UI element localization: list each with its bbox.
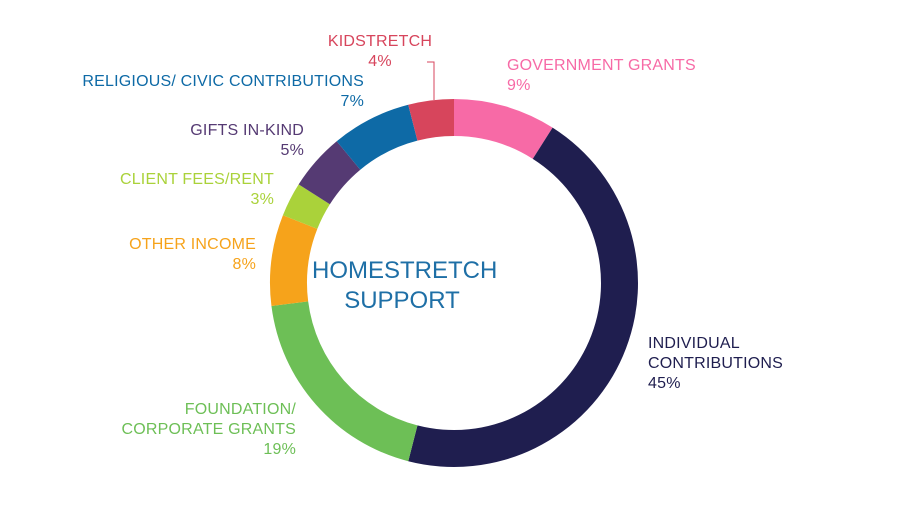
slice-label-government: GOVERNMENT GRANTS 9% (507, 56, 696, 96)
chart-title: HOMESTRETCH SUPPORT (312, 256, 498, 316)
slice-name-foundation-2: CORPORATE GRANTS (121, 421, 296, 438)
chart-title-line-1: HOMESTRETCH (312, 257, 498, 284)
slice-name-other: OTHER INCOME (129, 236, 256, 253)
slice-label-gifts: GIFTS IN-KIND 5% (90, 121, 304, 161)
kidstretch-leader-line (427, 61, 435, 100)
slice-pct-individual: 45% (648, 375, 681, 392)
slice-label-foundation: FOUNDATION/ CORPORATE GRANTS 19% (60, 400, 296, 460)
slice-individual (408, 127, 638, 467)
slice-gifts (298, 141, 361, 205)
slice-client (282, 184, 330, 229)
slice-other (269, 215, 318, 307)
chart-title-line-2: SUPPORT (344, 287, 460, 314)
slice-label-religious: RELIGIOUS/ CIVIC CONTRIBUTIONS 7% (40, 72, 364, 112)
slice-name-religious: RELIGIOUS/ CIVIC CONTRIBUTIONS (82, 73, 364, 90)
slice-religious (336, 104, 418, 170)
slice-name-government: GOVERNMENT GRANTS (507, 57, 696, 74)
slice-kidstretch (408, 99, 454, 141)
slice-name-kidstretch: KIDSTRETCH (327, 33, 433, 50)
slice-pct-client: 3% (250, 191, 274, 208)
slice-foundation (271, 301, 418, 462)
slice-pct-kidstretch: 4% (368, 53, 392, 70)
slice-name-individual-1: INDIVIDUAL (648, 335, 740, 352)
slice-label-individual: INDIVIDUAL CONTRIBUTIONS 45% (648, 334, 783, 394)
slice-pct-gifts: 5% (280, 142, 304, 159)
slice-pct-government: 9% (507, 77, 531, 94)
slice-pct-religious: 7% (340, 93, 364, 110)
slice-label-other: OTHER INCOME 8% (60, 235, 256, 275)
slice-label-client: CLIENT FEES/RENT 3% (60, 170, 274, 210)
slice-name-gifts: GIFTS IN-KIND (190, 122, 304, 139)
slice-government (454, 99, 553, 159)
slice-pct-foundation: 19% (263, 441, 296, 458)
slice-name-foundation-1: FOUNDATION/ (184, 401, 296, 418)
slice-name-individual-2: CONTRIBUTIONS (648, 355, 784, 372)
slice-name-client: CLIENT FEES/RENT (119, 171, 274, 188)
slice-label-kidstretch: KIDSTRETCH 4% (300, 32, 460, 72)
slice-pct-other: 8% (232, 256, 256, 273)
